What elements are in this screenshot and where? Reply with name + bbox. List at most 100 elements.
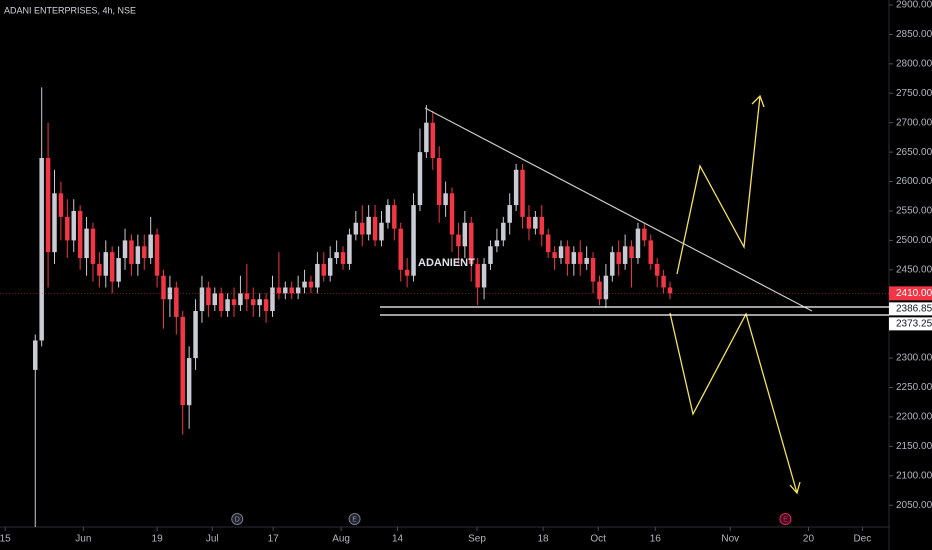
candle-body — [629, 246, 634, 259]
candle-body — [167, 287, 173, 300]
candle-body — [610, 252, 615, 276]
candle-body — [571, 252, 577, 264]
x-tick-label: 18 — [537, 534, 549, 545]
candle-body — [417, 152, 423, 206]
candle-body — [667, 287, 673, 294]
candle-body — [90, 228, 96, 264]
x-tick-label: Jun — [75, 534, 91, 545]
candle-body — [481, 263, 487, 288]
x-tick-label: Jul — [206, 534, 219, 545]
bull-arrowhead — [751, 94, 765, 108]
level-label: 2386.85 — [896, 304, 932, 315]
x-tick-label: 20 — [803, 534, 815, 545]
candle-body — [584, 258, 589, 264]
candle-body — [135, 246, 141, 264]
candle-body — [270, 287, 275, 312]
candle-body — [327, 258, 333, 276]
candle-body — [545, 234, 551, 253]
candle-body — [411, 205, 416, 276]
y-tick-label: 2800.00 — [896, 58, 932, 69]
x-tick-label: 19 — [152, 534, 164, 545]
candle-body — [488, 246, 493, 264]
candle-body — [122, 240, 128, 259]
candle-body — [590, 258, 596, 282]
candle-body — [398, 228, 403, 270]
level-box — [889, 317, 932, 331]
candle-body — [385, 205, 391, 223]
x-tick-label: 14 — [392, 534, 404, 545]
candle-body — [661, 275, 666, 288]
candle-body — [648, 240, 654, 264]
candle-body — [622, 246, 628, 264]
candle-body — [642, 228, 647, 241]
candle-body — [289, 287, 294, 294]
y-tick-label: 2100.00 — [896, 470, 932, 481]
candle-body — [526, 216, 532, 229]
candle-body — [597, 281, 602, 300]
candle-body — [45, 158, 51, 253]
candle-body — [148, 234, 153, 259]
event-label: E — [352, 516, 357, 523]
level-label: 2373.25 — [896, 319, 932, 330]
candle-body — [436, 158, 442, 206]
candle-body — [33, 340, 38, 370]
x-tick-label: Sep — [468, 534, 486, 545]
candle-body — [462, 222, 468, 247]
candle-body — [507, 205, 512, 223]
candle-body — [366, 216, 371, 235]
candle-body — [212, 293, 218, 306]
candle-body — [475, 263, 480, 288]
candle-body — [404, 269, 410, 276]
candle-body — [206, 287, 211, 306]
candle-body — [263, 299, 269, 312]
candle-body — [520, 169, 525, 217]
event-label: E — [783, 516, 788, 523]
candle-body — [302, 281, 307, 288]
candle-body — [539, 216, 545, 235]
x-tick-label: 17 — [268, 534, 280, 545]
y-tick-label: 2150.00 — [896, 441, 932, 452]
candle-body — [225, 299, 230, 312]
y-tick-label: 2850.00 — [896, 29, 932, 40]
candle-body — [443, 193, 448, 206]
symbol-label: ADANIENT — [418, 257, 475, 269]
y-tick-label: 2900.00 — [896, 0, 932, 11]
candle-body — [456, 234, 461, 247]
y-tick-label: 2050.00 — [896, 500, 932, 511]
candle-body — [533, 216, 538, 229]
candle-body — [174, 287, 179, 317]
candle-body — [353, 222, 359, 235]
candle-body — [238, 293, 243, 306]
candle-body — [186, 358, 192, 406]
candle-body — [449, 193, 455, 235]
bear-arrowhead — [789, 481, 801, 495]
candle-body — [513, 169, 519, 206]
candle-body — [616, 252, 621, 264]
candle-body — [654, 263, 660, 276]
candle-body — [360, 222, 365, 235]
candle-body — [315, 263, 320, 288]
candle-body — [578, 252, 583, 264]
chart-title: ADANI ENTERPRISES, 4h, NSE — [4, 5, 136, 15]
candle-body — [39, 158, 44, 341]
candle-body — [109, 252, 115, 282]
candle-body — [116, 258, 121, 282]
y-tick-label: 2550.00 — [896, 206, 932, 217]
event-marker — [779, 513, 792, 525]
candle-body — [347, 234, 352, 264]
y-tick-label: 2200.00 — [896, 412, 932, 423]
candle-body — [295, 287, 301, 294]
x-tick-label: Aug — [332, 534, 350, 545]
event-label: D — [235, 516, 240, 523]
candle-body — [372, 216, 378, 241]
candle-body — [71, 210, 76, 241]
event-marker — [231, 513, 244, 525]
candle-body — [603, 275, 609, 300]
x-tick-label: Nov — [721, 534, 739, 545]
candle-body — [154, 234, 160, 276]
candle-body — [97, 263, 102, 276]
candle-body — [565, 246, 570, 264]
candle-body — [635, 228, 641, 259]
candle-body — [199, 287, 205, 312]
